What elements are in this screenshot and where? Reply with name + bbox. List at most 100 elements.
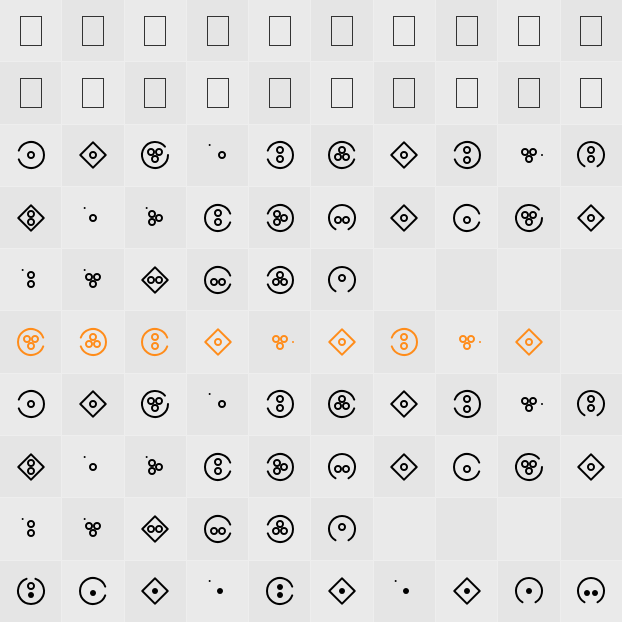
grid-cell [0, 498, 61, 559]
grid-cell [249, 311, 310, 372]
grid-cell [62, 125, 123, 186]
grid-cell [249, 498, 310, 559]
placeholder-icon [207, 16, 229, 46]
glyph-icon [11, 384, 51, 424]
grid-cell [498, 249, 559, 310]
grid-cell [561, 187, 622, 248]
glyph-icon [11, 322, 51, 362]
grid-cell [436, 187, 497, 248]
placeholder-icon [269, 16, 291, 46]
grid-cell [249, 374, 310, 435]
grid-cell [187, 374, 248, 435]
grid-cell [498, 0, 559, 61]
grid-cell [561, 0, 622, 61]
glyph-icon [135, 260, 175, 300]
grid-cell [436, 374, 497, 435]
glyph-icon [73, 447, 113, 487]
grid-cell [374, 125, 435, 186]
grid-cell [374, 561, 435, 622]
grid-cell [249, 561, 310, 622]
grid-cell [436, 311, 497, 372]
glyph-icon [260, 509, 300, 549]
grid-cell [249, 62, 310, 123]
grid-cell [374, 187, 435, 248]
glyph-icon [198, 260, 238, 300]
grid-cell [436, 125, 497, 186]
glyph-icon [198, 384, 238, 424]
glyph-icon [135, 447, 175, 487]
grid-cell [0, 125, 61, 186]
glyph-icon [198, 198, 238, 238]
grid-cell [62, 62, 123, 123]
placeholder-icon [269, 78, 291, 108]
grid-cell [436, 498, 497, 559]
glyph-icon [198, 509, 238, 549]
grid-cell [0, 436, 61, 497]
grid-cell [249, 125, 310, 186]
glyph-icon [135, 571, 175, 611]
glyph-icon [73, 322, 113, 362]
grid-cell [311, 311, 372, 372]
glyph-icon [135, 198, 175, 238]
grid-cell [187, 249, 248, 310]
glyph-icon [135, 509, 175, 549]
glyph-icon [260, 571, 300, 611]
grid-cell [125, 436, 186, 497]
glyph-icon [260, 384, 300, 424]
glyph-icon [322, 198, 362, 238]
glyph-icon [509, 322, 549, 362]
grid-cell [374, 498, 435, 559]
glyph-icon [11, 198, 51, 238]
glyph-icon [322, 260, 362, 300]
grid-cell [62, 187, 123, 248]
grid-cell [436, 249, 497, 310]
grid-cell [187, 498, 248, 559]
grid-cell [374, 436, 435, 497]
glyph-icon [509, 135, 549, 175]
grid-cell [0, 374, 61, 435]
grid-cell [311, 436, 372, 497]
grid-cell [125, 498, 186, 559]
glyph-icon [73, 384, 113, 424]
glyph-icon [322, 509, 362, 549]
grid-cell [561, 311, 622, 372]
glyph-icon [198, 322, 238, 362]
glyph-icon [73, 260, 113, 300]
glyph-icon [571, 135, 611, 175]
placeholder-icon [393, 16, 415, 46]
grid-cell [187, 311, 248, 372]
grid-cell [187, 436, 248, 497]
placeholder-icon [331, 16, 353, 46]
grid-cell [311, 561, 372, 622]
grid-cell [374, 0, 435, 61]
glyph-icon [260, 198, 300, 238]
grid-cell [374, 374, 435, 435]
placeholder-icon [518, 78, 540, 108]
glyph-icon [322, 135, 362, 175]
grid-cell [561, 125, 622, 186]
glyph-icon [135, 135, 175, 175]
glyph-icon [447, 322, 487, 362]
grid-cell [0, 187, 61, 248]
grid-cell [374, 311, 435, 372]
grid-cell [62, 249, 123, 310]
placeholder-icon [20, 78, 42, 108]
glyph-icon [135, 322, 175, 362]
grid-cell [0, 249, 61, 310]
placeholder-icon [331, 78, 353, 108]
grid-cell [436, 561, 497, 622]
grid-cell [498, 498, 559, 559]
glyph-icon [384, 135, 424, 175]
grid-cell [498, 187, 559, 248]
glyph-icon [384, 384, 424, 424]
grid-cell [0, 561, 61, 622]
grid-cell [249, 187, 310, 248]
grid-cell [498, 374, 559, 435]
glyph-icon [447, 198, 487, 238]
grid-cell [311, 249, 372, 310]
grid-cell [125, 125, 186, 186]
grid-cell [311, 0, 372, 61]
grid-cell [187, 0, 248, 61]
glyph-icon [198, 571, 238, 611]
grid-cell [62, 498, 123, 559]
